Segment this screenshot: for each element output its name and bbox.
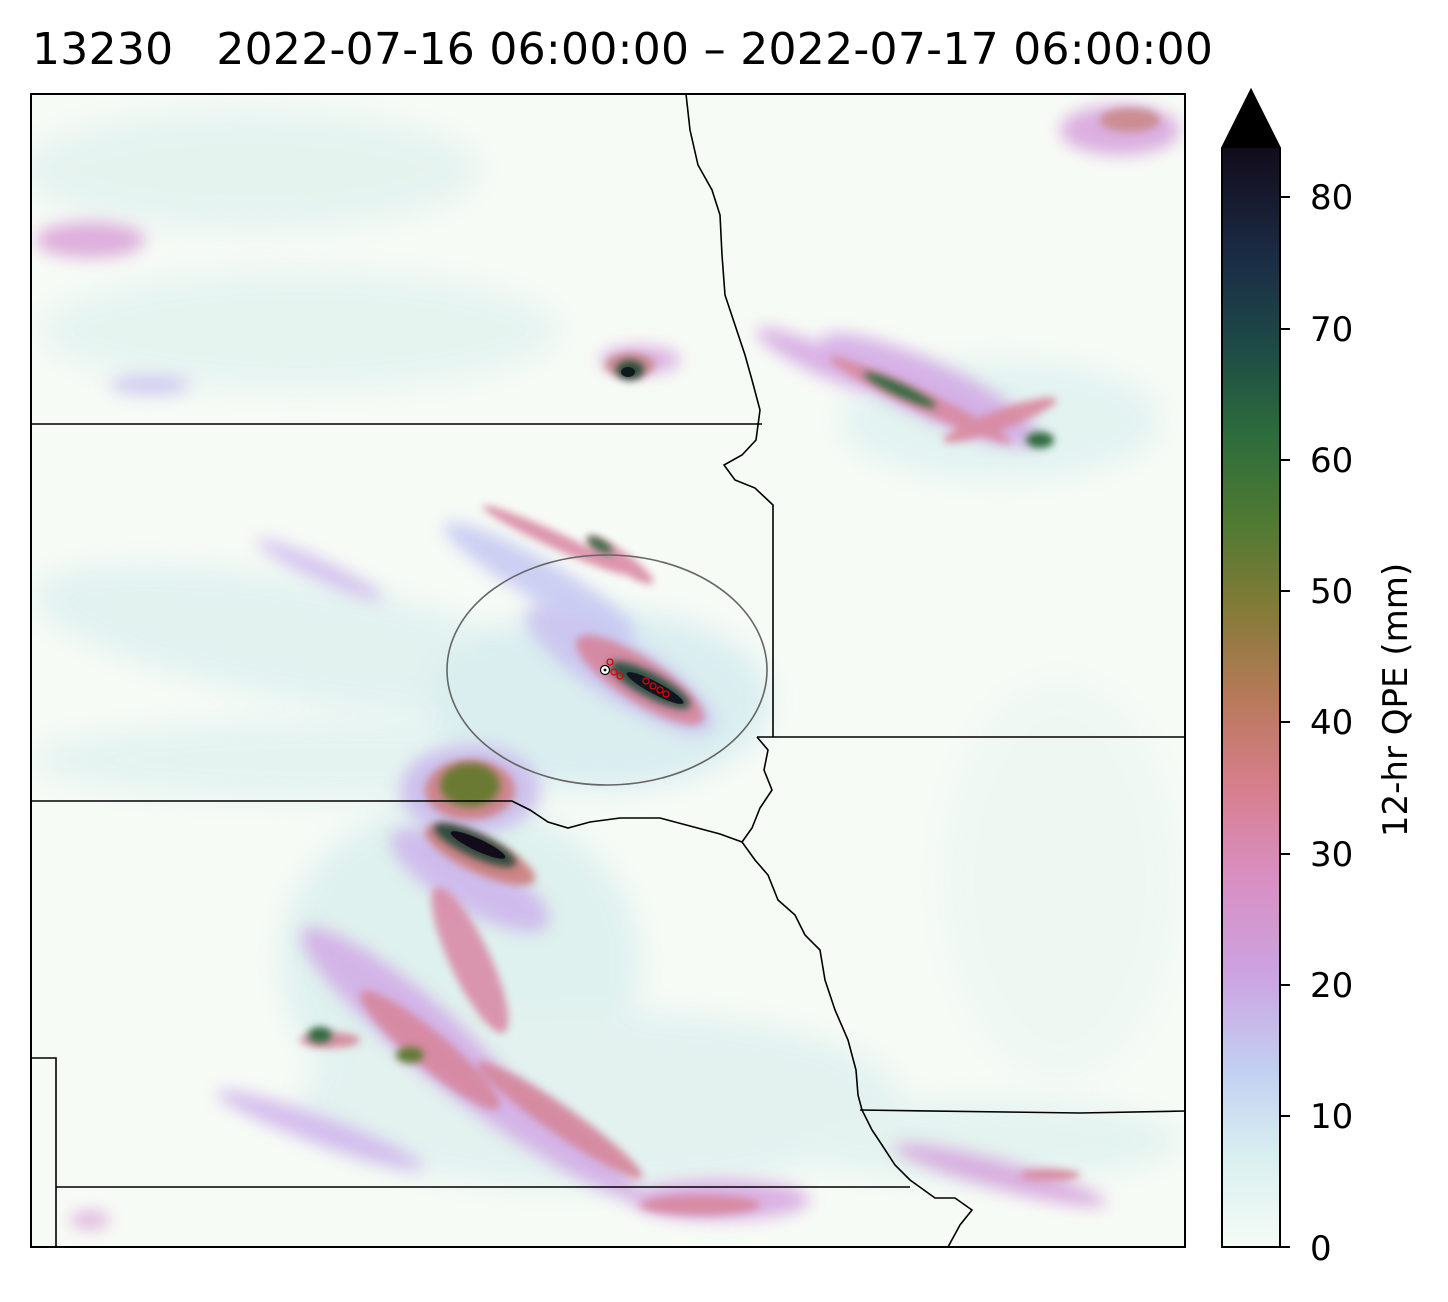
- station-marker: [662, 690, 670, 698]
- colorbar-tick-label: 0: [1310, 1229, 1332, 1269]
- colorbar-label: 12-hr QPE (mm): [1376, 562, 1416, 838]
- state-boundaries: [31, 93, 1186, 1248]
- colorbar-tick-label: 80: [1310, 178, 1354, 218]
- colorbar-extend-arrow: [1222, 90, 1280, 148]
- colorbar-tick-label: 20: [1310, 966, 1354, 1006]
- center-marker: [599, 664, 611, 676]
- colorbar-tick-label: 30: [1310, 835, 1354, 875]
- station-markers: [606, 658, 670, 698]
- colorbar-tick-label: 10: [1310, 1097, 1354, 1137]
- colorbar-tick-label: 40: [1310, 703, 1354, 743]
- search-radius-circle: [446, 554, 768, 786]
- station-marker: [649, 682, 657, 690]
- colorbar-tick-label: 70: [1310, 310, 1354, 350]
- station-marker: [642, 677, 650, 685]
- station-marker: [610, 668, 618, 676]
- station-marker: [606, 658, 614, 666]
- station-marker: [616, 672, 624, 680]
- colorbar-tick-label: 60: [1310, 441, 1354, 481]
- colorbar-gradient: [1222, 148, 1280, 1247]
- station-marker: [656, 686, 664, 694]
- colorbar: [1221, 87, 1290, 1248]
- map-frame: [30, 93, 1186, 1248]
- colorbar-tick-label: 50: [1310, 572, 1354, 612]
- colorbar-ticks: [1280, 196, 1290, 1248]
- map-title: 13230 2022-07-16 06:00:00 – 2022-07-17 0…: [32, 24, 1214, 75]
